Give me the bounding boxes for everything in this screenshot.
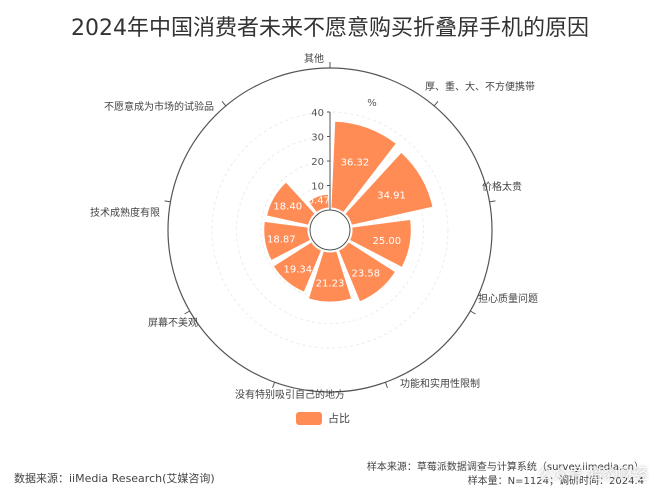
category-label: 屏幕不美观 — [148, 316, 198, 329]
category-tick — [489, 200, 496, 203]
category-label: 功能和实用性限制 — [400, 377, 480, 390]
bar-1 — [344, 151, 434, 226]
category-label: 技术成熟度有限 — [90, 206, 160, 219]
category-tick — [433, 100, 439, 107]
legend-label: 占比 — [328, 412, 350, 425]
category-label: 担心质量问题 — [478, 292, 538, 305]
bar-value-label: 18.40 — [273, 202, 302, 213]
bar-value-label: 19.34 — [284, 264, 313, 275]
category-label: 价格太贵 — [482, 180, 522, 193]
bar-8 — [307, 193, 330, 214]
bar-6 — [263, 220, 312, 262]
bar-value-label: 25.00 — [372, 236, 401, 247]
bar-0 — [330, 120, 398, 214]
bar-2 — [348, 218, 412, 269]
category-label: 其他 — [304, 52, 324, 65]
data-source: 数据来源：iiMedia Research(艾媒咨询) — [14, 472, 215, 485]
category-tick — [470, 310, 476, 315]
category-tick — [164, 200, 171, 203]
category-label: 厚、重、大、不方便携带 — [425, 80, 535, 93]
radial-axis-unit: % — [367, 98, 377, 109]
category-tick — [221, 100, 227, 107]
bar-value-label: 36.32 — [341, 157, 370, 168]
category-tick — [184, 310, 190, 315]
category-tick — [272, 382, 276, 389]
bar-5 — [272, 241, 323, 293]
legend-swatch — [296, 411, 322, 425]
radial-tick-label: 40 — [311, 108, 324, 119]
bar-4 — [307, 250, 353, 303]
bar-7 — [265, 181, 316, 226]
radial-tick-label: 20 — [311, 157, 324, 168]
bar-value-label: 6.47 — [308, 195, 330, 206]
category-label: 没有特别吸引自己的地方 — [235, 388, 345, 401]
bar-value-label: 21.23 — [316, 279, 345, 290]
legend[interactable]: 占比 — [296, 410, 350, 426]
radial-tick-label: 10 — [311, 182, 324, 193]
bar-value-label: 18.87 — [267, 235, 296, 246]
chart-title: 2024年中国消费者未来不愿意购买折叠屏手机的原因 — [71, 16, 589, 41]
bar-3 — [337, 241, 397, 303]
inner-circle — [309, 209, 351, 251]
category-label: 不愿意成为市场的试验品 — [104, 100, 214, 113]
bar-value-label: 23.58 — [352, 269, 381, 280]
sample-source: 样本来源：草莓派数据调查与计算系统（survey.iimedia.cn） — [366, 462, 644, 473]
watermark: 公众号·猎豹财经 — [538, 465, 648, 483]
grid-circle — [211, 111, 449, 349]
category-tick — [384, 382, 388, 389]
sample-size: 样本量：N=1124；调研时间：2024.4 — [467, 476, 644, 487]
radial-tick-label: 30 — [311, 133, 324, 144]
bar-value-label: 34.91 — [377, 190, 406, 201]
